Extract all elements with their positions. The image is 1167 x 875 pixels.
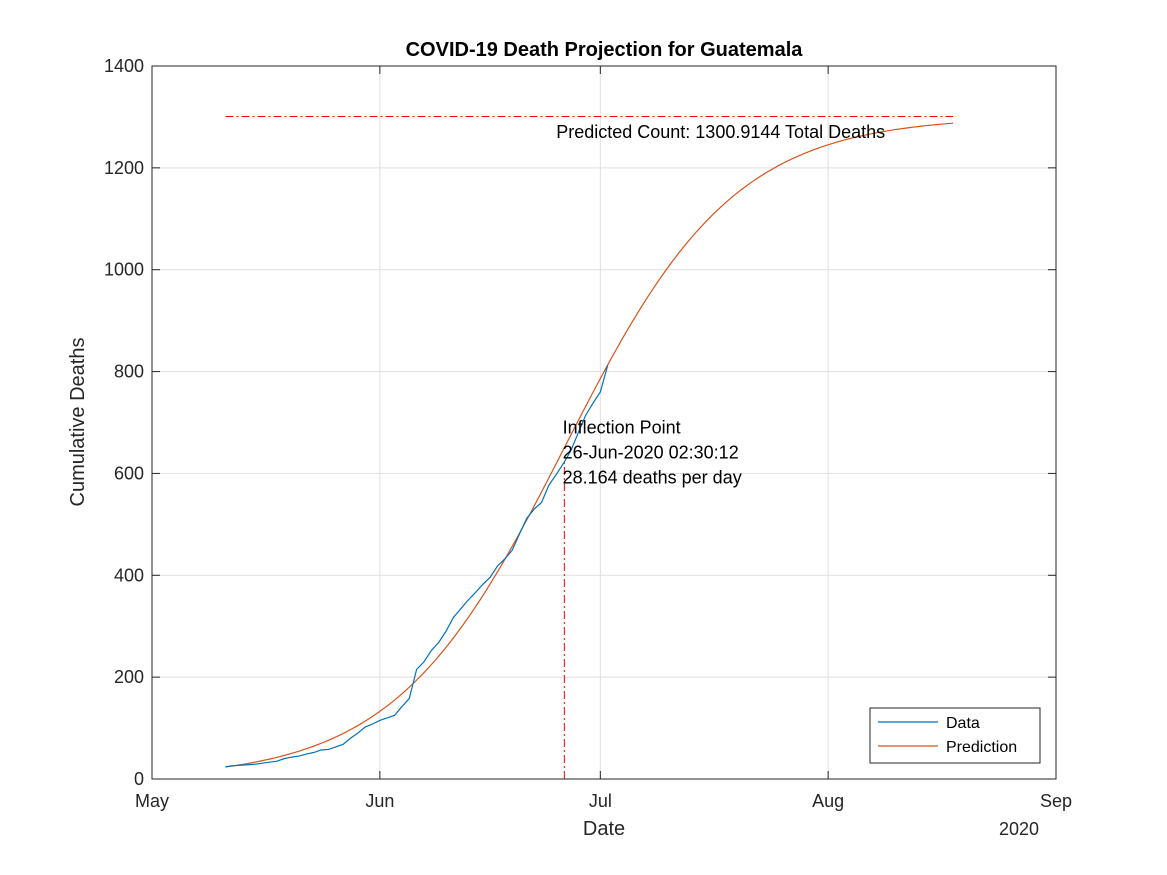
series-layer	[225, 115, 954, 779]
x-axis-year-label: 2020	[999, 819, 1039, 839]
axis-ticks: 0 200 400 600 800 1000 1200 1400 May Jun Jul Aug Sep	[104, 56, 1072, 811]
grid-lines	[152, 66, 1056, 779]
prediction-series-line	[225, 122, 954, 768]
y-tick-label: 0	[134, 769, 144, 789]
y-axis-label: Cumulative Deaths	[67, 338, 89, 507]
plot-frame	[151, 65, 1057, 780]
legend-label-data: Data	[946, 715, 980, 732]
x-tick-label: Jul	[589, 791, 612, 811]
y-tick-label: 800	[114, 362, 144, 382]
x-tick-label: Sep	[1040, 791, 1072, 811]
x-tick-label: Jun	[365, 791, 394, 811]
y-tick-label: 400	[114, 565, 144, 585]
predicted-count-annotation: Predicted Count: 1300.9144 Total Deaths	[556, 122, 885, 142]
y-tick-label: 1400	[104, 56, 144, 76]
data-series-line	[225, 365, 609, 768]
inflection-point-rate: 28.164 deaths per day	[563, 468, 742, 488]
y-tick-label: 1000	[104, 260, 144, 280]
chart-title: COVID-19 Death Projection for Guatemala	[406, 39, 804, 61]
inflection-point-label: Inflection Point	[563, 418, 681, 438]
x-tick-label: May	[135, 791, 169, 811]
inflection-point-datetime: 26-Jun-2020 02:30:12	[563, 443, 739, 463]
y-tick-label: 600	[114, 463, 144, 483]
y-tick-label: 200	[114, 667, 144, 687]
x-tick-label: Aug	[812, 791, 844, 811]
legend-box	[869, 707, 1041, 764]
legend: Data Prediction	[869, 707, 1041, 764]
legend-label-prediction: Prediction	[946, 739, 1017, 756]
plot-area	[152, 66, 1056, 779]
y-tick-label: 1200	[104, 158, 144, 178]
x-axis-label: Date	[583, 818, 625, 840]
